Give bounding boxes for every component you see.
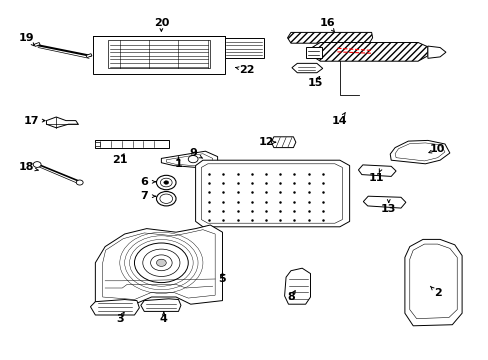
Circle shape xyxy=(160,178,172,187)
Text: 13: 13 xyxy=(380,204,396,214)
Circle shape xyxy=(163,181,168,184)
Text: 20: 20 xyxy=(153,18,169,28)
Polygon shape xyxy=(284,268,310,304)
Polygon shape xyxy=(195,160,349,227)
Text: 15: 15 xyxy=(307,78,323,88)
Polygon shape xyxy=(291,63,322,73)
Circle shape xyxy=(156,259,166,266)
Circle shape xyxy=(160,194,172,203)
Polygon shape xyxy=(90,300,139,315)
Text: 6: 6 xyxy=(140,177,148,187)
Circle shape xyxy=(76,180,83,185)
Circle shape xyxy=(156,192,176,206)
Text: 5: 5 xyxy=(218,274,226,284)
Polygon shape xyxy=(46,117,78,128)
Polygon shape xyxy=(271,137,295,148)
Polygon shape xyxy=(95,225,222,304)
Text: 1: 1 xyxy=(174,159,182,169)
Polygon shape xyxy=(34,42,40,46)
Polygon shape xyxy=(305,47,321,58)
Circle shape xyxy=(142,249,180,276)
Circle shape xyxy=(134,243,188,283)
Polygon shape xyxy=(389,140,449,164)
Text: 4: 4 xyxy=(160,314,167,324)
Polygon shape xyxy=(224,38,264,58)
Circle shape xyxy=(188,156,198,163)
Circle shape xyxy=(156,175,176,190)
Text: 10: 10 xyxy=(429,144,445,154)
Text: 16: 16 xyxy=(319,18,335,28)
Text: 18: 18 xyxy=(19,162,35,172)
Polygon shape xyxy=(93,36,224,74)
Polygon shape xyxy=(358,165,395,176)
Text: 2: 2 xyxy=(433,288,441,298)
Polygon shape xyxy=(363,196,405,208)
Polygon shape xyxy=(86,54,92,58)
Text: 17: 17 xyxy=(24,116,40,126)
Text: 9: 9 xyxy=(189,148,197,158)
Circle shape xyxy=(33,162,41,167)
Circle shape xyxy=(150,255,172,271)
Text: 14: 14 xyxy=(331,116,347,126)
Text: 8: 8 xyxy=(286,292,294,302)
Text: 22: 22 xyxy=(239,65,254,75)
Polygon shape xyxy=(427,46,445,58)
Polygon shape xyxy=(287,32,372,43)
Polygon shape xyxy=(311,42,427,61)
Polygon shape xyxy=(95,142,100,146)
Text: 21: 21 xyxy=(112,155,127,165)
Polygon shape xyxy=(404,239,461,326)
Polygon shape xyxy=(141,299,181,311)
Polygon shape xyxy=(107,40,210,68)
Text: 3: 3 xyxy=(116,314,123,324)
Text: 19: 19 xyxy=(19,33,35,43)
Text: 12: 12 xyxy=(258,137,274,147)
Polygon shape xyxy=(161,151,217,167)
Polygon shape xyxy=(95,140,168,148)
Text: 11: 11 xyxy=(368,173,384,183)
Text: 7: 7 xyxy=(140,191,148,201)
